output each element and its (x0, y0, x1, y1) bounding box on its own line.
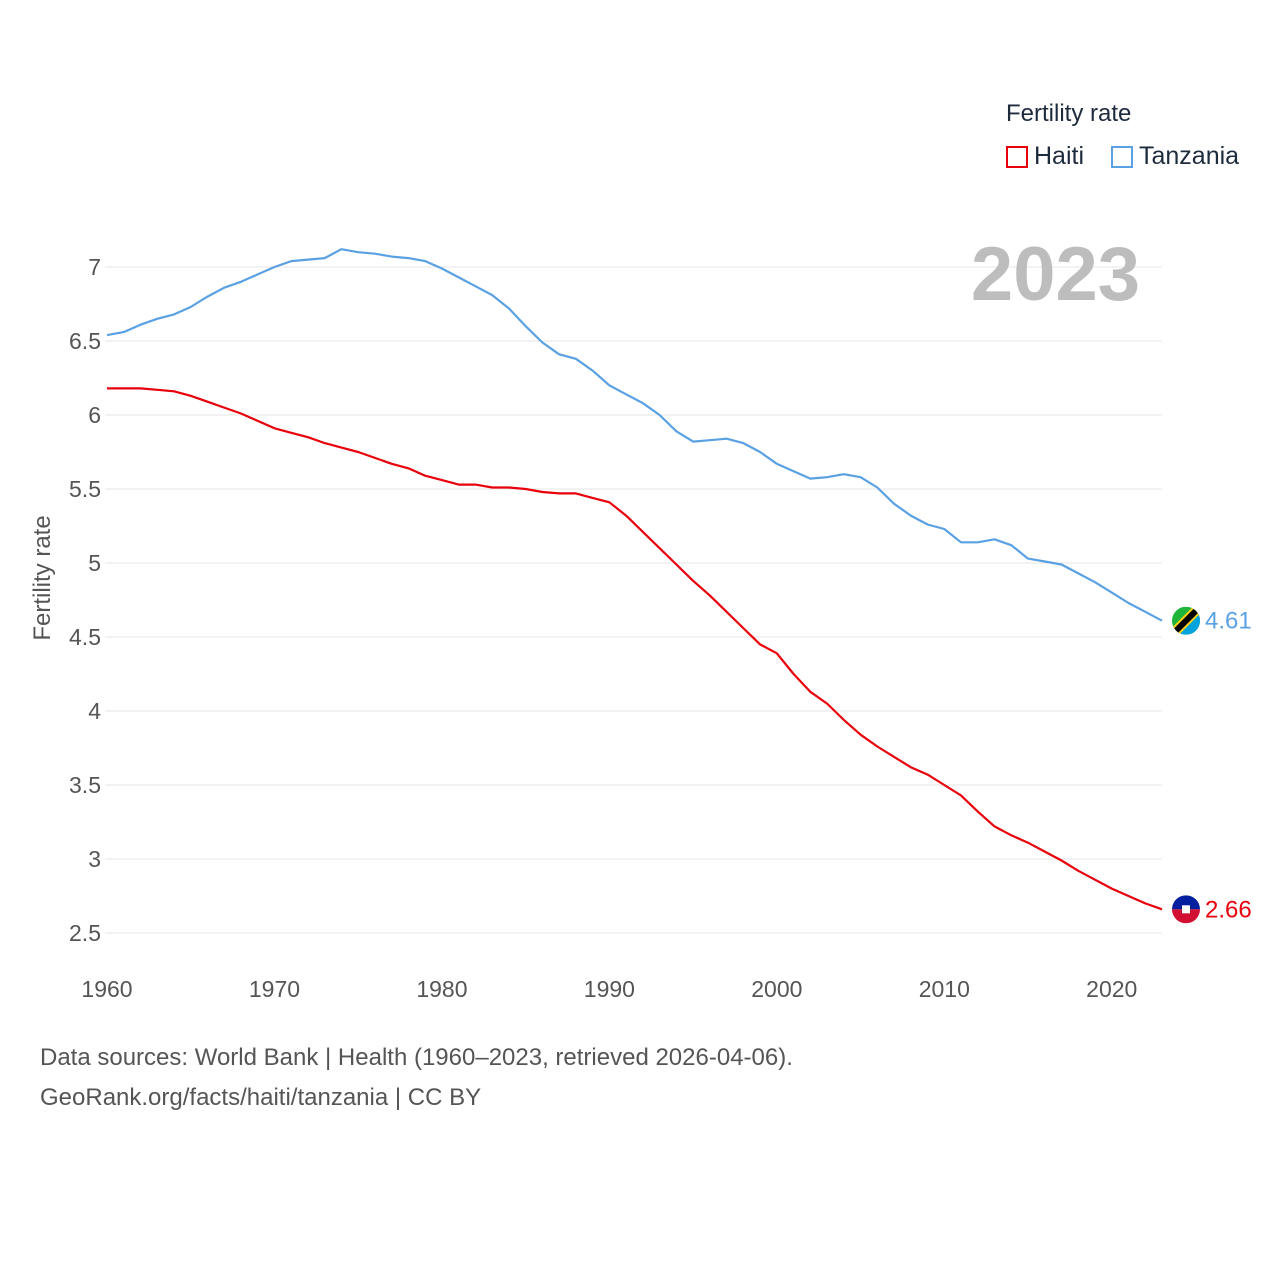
flag-body-tanzania (1172, 606, 1200, 635)
y-tick-label-3.5: 3.5 (69, 772, 101, 798)
y-tick-label-2.5: 2.5 (69, 920, 101, 946)
series-lines (106, 248, 1163, 911)
y-tick-label-3: 3 (88, 846, 101, 872)
legend-item-tanzania[interactable]: Tanzania (1111, 142, 1239, 171)
x-tick-label-1970: 1970 (249, 976, 300, 1002)
y-axis-ticks: 2.5 3 3.5 4 4.5 5 5.5 6 6.5 7 (69, 254, 101, 946)
y-tick-label-6.5: 6.5 (69, 328, 101, 354)
y-tick-label-7: 7 (88, 254, 101, 280)
x-tick-label-1980: 1980 (416, 976, 467, 1002)
legend-swatch-tanzania (1111, 145, 1133, 168)
y-tick-label-5: 5 (88, 550, 101, 576)
x-tick-label-1960: 1960 (81, 976, 132, 1002)
series-line-tanzania (106, 248, 1163, 622)
flag-body-haiti (1172, 895, 1200, 924)
end-value-label-tanzania: 4.61 (1205, 608, 1252, 635)
year-label: 2023 (971, 232, 1140, 317)
source-link[interactable]: GeoRank.org/facts/haiti/tanzania | CC BY (40, 1084, 482, 1111)
flag-haiti-red (1172, 909, 1200, 924)
x-tick-label-1990: 1990 (584, 976, 635, 1002)
legend-item-haiti[interactable]: Haiti (1006, 142, 1084, 171)
x-axis-ticks: 1960 1970 1980 1990 2000 2010 2020 (81, 976, 1137, 1002)
legend-title: Fertility rate (1006, 100, 1132, 127)
x-tick-label-2020: 2020 (1086, 976, 1137, 1002)
y-axis-label: Fertility rate (29, 515, 56, 640)
flag-haiti-blue (1172, 895, 1200, 910)
y-tick-label-5.5: 5.5 (69, 476, 101, 502)
y-tick-label-4.5: 4.5 (69, 624, 101, 650)
y-tick-label-4: 4 (88, 698, 101, 724)
legend-label-haiti: Haiti (1034, 142, 1085, 170)
end-value-label-haiti: 2.66 (1205, 896, 1252, 923)
legend-swatch-haiti (1006, 145, 1028, 168)
source-note: Data sources: World Bank | Health (1960–… (40, 1044, 793, 1071)
end-markers: 2.66 4.61 (1172, 606, 1252, 924)
grid-lines (105, 266, 1162, 934)
legend-label-tanzania: Tanzania (1139, 142, 1240, 170)
y-tick-label-6: 6 (88, 402, 101, 428)
x-tick-label-2010: 2010 (919, 976, 970, 1002)
x-tick-label-2000: 2000 (751, 976, 802, 1002)
flag-haiti-emblem (1182, 905, 1190, 914)
flag-marker-tanzania (1172, 606, 1200, 635)
flag-marker-haiti (1172, 895, 1200, 924)
series-line-haiti (107, 387, 1163, 911)
